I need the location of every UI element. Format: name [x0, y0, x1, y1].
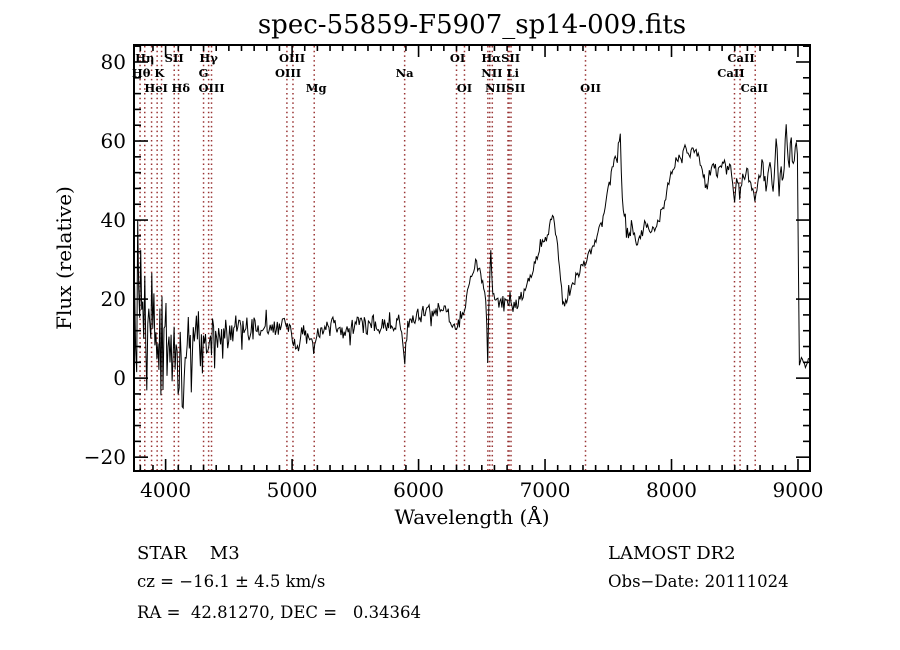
spectral-line-label: OI	[457, 81, 472, 95]
spectral-line-label: OII	[580, 81, 601, 95]
spectral-line-label: OI	[450, 51, 465, 65]
spectral-line-label: OIII	[279, 51, 305, 65]
spectral-line-label: Hθ K	[132, 66, 166, 80]
x-axis-title: Wavelength (Å)	[394, 505, 550, 529]
spectral-line-label: G	[199, 66, 209, 80]
plot-frame	[133, 44, 811, 472]
spectral-line-label: NII Li	[481, 66, 519, 80]
annotation-obs-date: Obs−Date: 20111024	[608, 572, 789, 591]
x-tick-label: 4000	[140, 478, 191, 502]
y-tick-label: 0	[113, 366, 126, 390]
annotation-radial-velocity: cz = −16.1 ± 4.5 km/s	[137, 572, 326, 591]
spectral-line-label: Mg	[306, 81, 327, 95]
spectral-line-label: CaII	[741, 81, 768, 95]
spectral-line-markers	[139, 46, 756, 470]
annotation-survey-release: LAMOST DR2	[608, 543, 736, 564]
spectral-line-label: NIISII	[485, 81, 525, 95]
spectral-line-label: Hδ	[172, 81, 191, 95]
x-tick-label: 5000	[267, 478, 318, 502]
y-tick-label: 40	[101, 208, 126, 232]
y-tick-label: 20	[101, 287, 126, 311]
spectral-line-label: Hγ	[199, 51, 218, 65]
y-tick-label: −20	[84, 445, 126, 469]
spectral-line-label: OIII	[198, 81, 224, 95]
annotation-ra-dec: RA = 42.81270, DEC = 0.34364	[137, 603, 422, 622]
x-tick-label: 7000	[520, 478, 571, 502]
plot-title: spec-55859-F5907_sp14-009.fits	[257, 10, 687, 40]
spectral-line-label: SII	[165, 51, 184, 65]
spectral-line-label: HαSII	[481, 51, 520, 65]
spectral-line-label: Hη	[135, 51, 154, 65]
y-tick-label: 80	[101, 50, 126, 74]
annotation-object-class: STAR M3	[137, 543, 240, 564]
y-tick-label: 60	[101, 129, 126, 153]
spectral-line-label: OIII	[275, 66, 301, 80]
spectral-line-label: CaII	[717, 66, 744, 80]
spectral-line-label: CaII	[727, 51, 754, 65]
ticks	[134, 45, 810, 471]
spectral-line-label: Na	[396, 66, 415, 80]
spectral-line-label: HeI	[144, 81, 168, 95]
x-tick-label: 8000	[646, 478, 697, 502]
spectrum-path	[134, 124, 809, 410]
x-tick-label: 9000	[773, 478, 824, 502]
x-tick-label: 6000	[393, 478, 444, 502]
